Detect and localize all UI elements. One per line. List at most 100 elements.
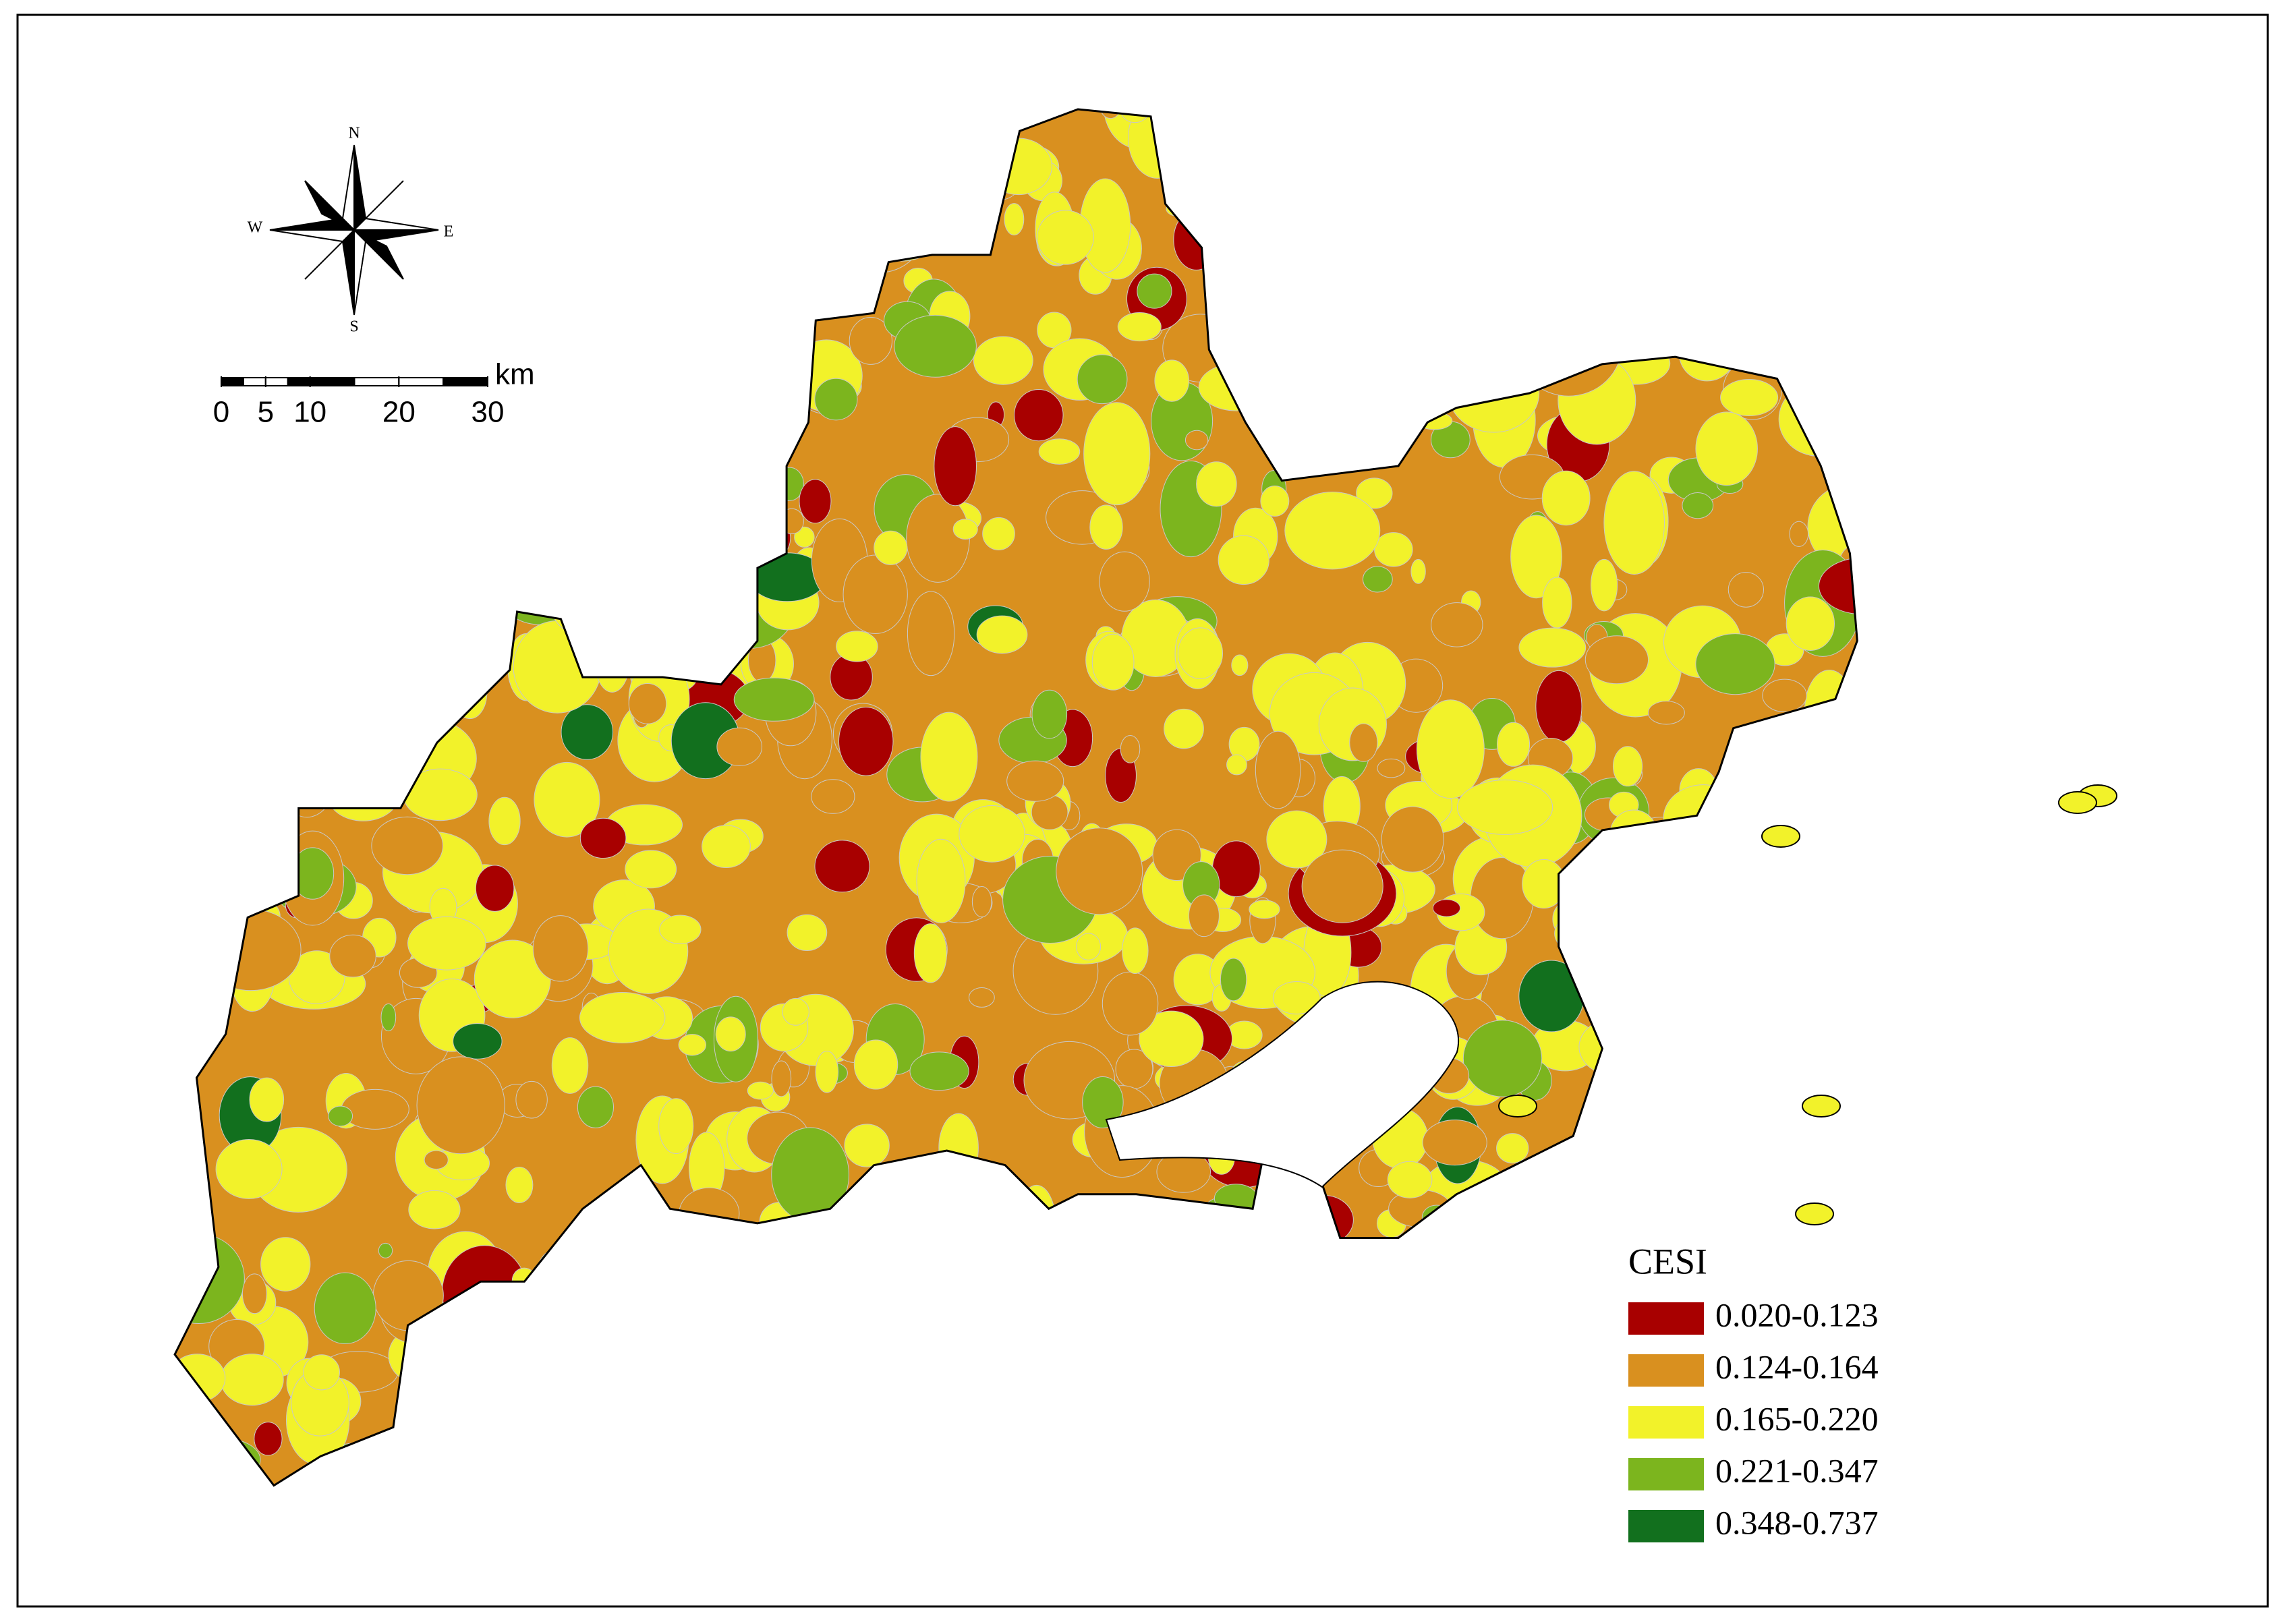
map-patch — [579, 817, 627, 859]
map-patch — [288, 950, 345, 1004]
scale-segment — [264, 377, 289, 386]
map-patch — [913, 923, 947, 983]
map-patch — [787, 914, 828, 952]
map-patch — [241, 1273, 267, 1314]
map-patch — [1255, 730, 1301, 809]
map-patch — [1137, 273, 1172, 309]
map-patch — [215, 1138, 283, 1199]
map-patch — [959, 805, 1025, 863]
compass — [269, 144, 439, 316]
island — [1498, 1095, 1537, 1118]
map-patch — [1356, 477, 1393, 509]
map-patch — [534, 761, 600, 838]
map-patch — [1004, 203, 1025, 235]
legend-swatch — [1628, 1354, 1704, 1387]
map-patch — [1695, 411, 1758, 486]
map-patch — [1542, 577, 1572, 629]
map-patch — [1349, 723, 1378, 762]
map-patch — [1496, 1133, 1529, 1164]
map-patch — [1196, 461, 1237, 507]
map-patch — [771, 1060, 792, 1097]
map-patch — [920, 712, 978, 802]
map-patch — [453, 1023, 503, 1060]
scale-segment — [221, 377, 244, 386]
legend-title: CESI — [1628, 1241, 1707, 1281]
map-patch — [407, 916, 486, 970]
map-patch — [1284, 491, 1381, 570]
map-patch — [733, 677, 815, 722]
legend-label: 0.124-0.164 — [1715, 1347, 1879, 1385]
map-patch — [1377, 758, 1406, 778]
map-patch — [628, 683, 667, 724]
map-patch — [488, 796, 521, 846]
map-patch — [1218, 535, 1269, 585]
island — [1761, 825, 1800, 848]
legend: CESI 0.020-0.123 0.124-0.164 0.165-0.220 0.… — [1628, 1241, 1879, 1542]
bay — [1105, 981, 1459, 1188]
map-patch — [1647, 701, 1685, 725]
scale-tick-label: 30 — [472, 396, 505, 429]
map-patch — [1014, 388, 1064, 442]
legend-swatch — [1628, 1406, 1704, 1439]
scale-segment — [309, 377, 355, 386]
map-patch — [254, 1422, 283, 1456]
map-patch — [799, 479, 832, 524]
map-patch — [1457, 780, 1553, 835]
map-patch — [1082, 1076, 1124, 1129]
scale-unit: km — [495, 358, 535, 391]
map-patch — [1612, 746, 1643, 787]
map-patch — [577, 1086, 615, 1128]
legend-swatch — [1628, 1302, 1704, 1335]
legend-label: 0.020-0.123 — [1715, 1296, 1879, 1333]
map-patch — [874, 530, 908, 565]
map-patch — [1038, 438, 1081, 465]
map-patch — [836, 631, 878, 662]
map-patch — [1056, 828, 1143, 915]
compass-east: E — [444, 223, 454, 241]
map-patch — [715, 1016, 746, 1052]
scale-segment — [242, 377, 266, 386]
map-patch — [329, 934, 376, 978]
map-patch — [815, 1051, 839, 1093]
map-patch — [1762, 678, 1807, 713]
island — [1795, 1202, 1834, 1225]
map-patch — [1535, 670, 1582, 743]
map-patch — [1510, 515, 1562, 599]
map-patch — [659, 915, 702, 944]
map-patch — [1695, 633, 1775, 695]
map-patch — [1154, 359, 1189, 402]
island — [1802, 1095, 1841, 1118]
map-patch — [314, 1272, 376, 1345]
map-patch — [747, 1081, 774, 1100]
map-patch — [702, 825, 751, 869]
scale-segment — [287, 377, 311, 386]
scale-tick-label: 10 — [293, 396, 326, 429]
map-patch — [551, 1037, 589, 1094]
map-patch — [371, 816, 444, 875]
map-patch — [1432, 899, 1461, 917]
map-patch — [678, 1034, 707, 1056]
legend-label: 0.348-0.737 — [1715, 1503, 1879, 1541]
map-patch — [1541, 470, 1591, 526]
map-patch — [838, 707, 894, 776]
map-patch — [260, 1237, 311, 1292]
legend-swatch — [1628, 1510, 1704, 1542]
map-patch — [1006, 760, 1064, 802]
scale-tick-label: 0 — [213, 396, 229, 429]
map-patch — [1266, 810, 1327, 869]
map-patch — [658, 1098, 694, 1155]
map-patch — [579, 991, 666, 1043]
map-patch — [1117, 312, 1162, 342]
map-patch — [1188, 894, 1220, 937]
map-patch — [1786, 596, 1835, 651]
map-patch — [1431, 602, 1483, 647]
map-patch — [1416, 699, 1485, 799]
map-patch — [1362, 566, 1393, 593]
map-patch — [408, 1190, 461, 1229]
map-patch — [1387, 1161, 1433, 1198]
map-patch — [1177, 627, 1224, 679]
map-patch — [916, 838, 966, 923]
map-patch — [1301, 849, 1383, 923]
map-patch — [1036, 210, 1094, 265]
